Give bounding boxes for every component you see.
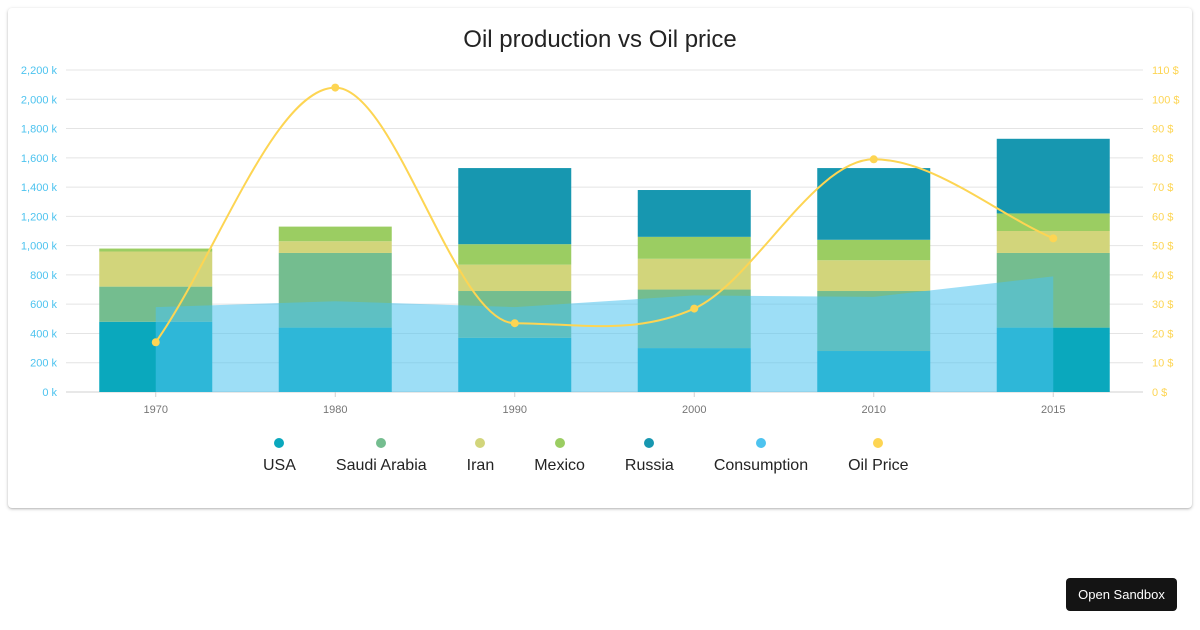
bar-mexico[interactable] <box>637 236 751 259</box>
legend-item-iran[interactable]: Iran <box>466 438 495 488</box>
legend-label: USA <box>263 457 296 474</box>
chart-card: Oil production vs Oil price 0 k 200 k 400 … <box>8 8 1192 508</box>
bar-mexico[interactable] <box>817 239 931 261</box>
legend-label: Russia <box>624 457 674 474</box>
left-tick-label: 400 k <box>30 328 57 340</box>
right-axis: 0 $ 10 $ 20 $ 30 $ 40 $ 50 $ 60 $ 70 $ 80 $ 90 $ 1… <box>1152 65 1180 399</box>
consumption-area[interactable] <box>155 276 1054 392</box>
legend-item-saudi-arabia[interactable]: Saudi Arabia <box>336 438 427 488</box>
left-tick-label: 2,000 k <box>21 94 58 106</box>
right-tick-label: 110 $ <box>1152 65 1179 77</box>
bar-iran[interactable] <box>458 264 572 292</box>
right-tick-label: 70 $ <box>1152 182 1173 194</box>
oil-price-point[interactable] <box>690 304 699 313</box>
legend-item-mexico[interactable]: Mexico <box>534 438 585 488</box>
category-label: 2015 <box>1041 404 1065 416</box>
right-tick-label: 60 $ <box>1152 211 1173 223</box>
right-tick-label: 0 $ <box>1152 387 1167 399</box>
right-tick-label: 20 $ <box>1152 328 1173 340</box>
right-tick-label: 10 $ <box>1152 358 1173 370</box>
bar-iran[interactable] <box>278 241 392 253</box>
bar-russia[interactable] <box>458 168 572 245</box>
right-tick-label: 100 $ <box>1152 94 1180 106</box>
legend-label: Iran <box>466 457 495 474</box>
bar-mexico[interactable] <box>99 248 213 252</box>
oil-price-point[interactable] <box>151 338 160 347</box>
oil-price-line[interactable] <box>151 83 1058 347</box>
legend-item-usa[interactable]: USA <box>263 438 296 488</box>
legend-label: Saudi Arabia <box>335 457 427 474</box>
legend-marker <box>873 438 884 448</box>
bar-iran[interactable] <box>99 251 213 287</box>
chart-svg: 0 k 200 k 400 k 600 k 800 k 1,000 k 1,200 k 1,4… <box>21 65 1180 416</box>
bar-mexico[interactable] <box>278 226 392 242</box>
legend-label: Consumption <box>713 457 809 474</box>
oil-price-point[interactable] <box>1049 234 1058 243</box>
chart-title: Oil production vs Oil price <box>463 26 737 53</box>
category-label: 2010 <box>862 404 886 416</box>
open-sandbox-button[interactable]: Open Sandbox <box>1066 578 1177 611</box>
legend-item-consumption[interactable]: Consumption <box>714 438 808 488</box>
left-tick-label: 1,200 k <box>21 211 58 223</box>
bar-mexico[interactable] <box>458 244 572 265</box>
legend-marker <box>475 438 486 448</box>
bar-russia[interactable] <box>817 168 931 240</box>
left-tick-label: 1,000 k <box>21 241 58 253</box>
legend-label: Mexico <box>534 457 585 474</box>
left-tick-label: 800 k <box>30 270 57 282</box>
right-tick-label: 90 $ <box>1152 124 1173 136</box>
category-label: 1980 <box>323 404 347 416</box>
legend-label: Oil Price <box>848 457 909 474</box>
left-tick-label: 600 k <box>30 299 57 311</box>
right-tick-label: 80 $ <box>1152 153 1173 165</box>
legend: USA Saudi Arabia Iran Mexico Russia Consumpti… <box>263 438 909 488</box>
bar-russia[interactable] <box>637 190 751 237</box>
legend-marker <box>274 438 285 448</box>
left-axis: 0 k 200 k 400 k 600 k 800 k 1,000 k 1,200 k 1,4… <box>21 65 58 399</box>
bar-iran[interactable] <box>637 258 751 290</box>
right-tick-label: 50 $ <box>1152 241 1173 253</box>
oil-price-point[interactable] <box>869 155 878 164</box>
category-axis: 1970 1980 1990 2000 2010 2015 <box>144 392 1065 416</box>
legend-marker <box>376 438 387 448</box>
legend-item-russia[interactable]: Russia <box>625 438 674 488</box>
category-label: 1970 <box>144 404 168 416</box>
legend-item-oil-price[interactable]: Oil Price <box>848 438 909 488</box>
legend-marker <box>644 438 655 448</box>
right-tick-label: 30 $ <box>1152 299 1173 311</box>
left-tick-label: 1,600 k <box>21 153 58 165</box>
category-label: 1990 <box>503 404 527 416</box>
category-label: 2000 <box>682 404 706 416</box>
right-tick-label: 40 $ <box>1152 270 1173 282</box>
legend-marker <box>554 438 565 448</box>
left-tick-label: 0 k <box>42 387 57 399</box>
oil-price-point[interactable] <box>510 319 519 328</box>
legend-marker <box>755 438 766 448</box>
bar-mexico[interactable] <box>996 213 1110 231</box>
bar-russia[interactable] <box>996 138 1110 214</box>
left-tick-label: 1,800 k <box>21 124 58 136</box>
oil-price-point[interactable] <box>331 83 340 92</box>
left-tick-label: 2,200 k <box>21 65 58 77</box>
left-tick-label: 200 k <box>30 358 57 370</box>
bar-iran[interactable] <box>817 260 931 292</box>
left-tick-label: 1,400 k <box>21 182 58 194</box>
consumption-area-shape[interactable] <box>155 276 1054 392</box>
